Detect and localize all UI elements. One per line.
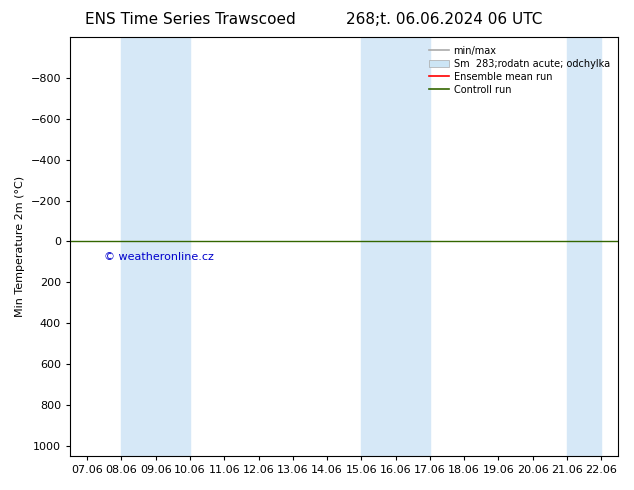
Text: ENS Time Series Trawscoed: ENS Time Series Trawscoed: [85, 12, 295, 27]
Text: © weatheronline.cz: © weatheronline.cz: [105, 252, 214, 262]
Bar: [361, 37, 430, 456]
Bar: [567, 37, 601, 456]
Text: 268;t. 06.06.2024 06 UTC: 268;t. 06.06.2024 06 UTC: [346, 12, 542, 27]
Bar: [122, 37, 190, 456]
Legend: min/max, Sm  283;rodatn acute; odchylka, Ensemble mean run, Controll run: min/max, Sm 283;rodatn acute; odchylka, …: [425, 42, 614, 98]
Y-axis label: Min Temperature 2m (°C): Min Temperature 2m (°C): [15, 176, 25, 317]
